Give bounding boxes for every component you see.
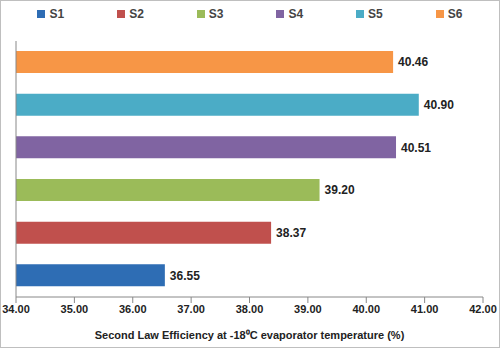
svg-text:39.20: 39.20 <box>325 183 355 197</box>
html-text:S2: S2 <box>129 7 144 21</box>
svg-text:35.00: 35.00 <box>61 303 89 315</box>
svg-text:37.00: 37.00 <box>177 303 205 315</box>
html-text:S4: S4 <box>288 7 304 21</box>
svg-text:34.00: 34.00 <box>2 303 30 315</box>
svg-text:36.55: 36.55 <box>170 269 200 283</box>
svg-text:40.00: 40.00 <box>352 303 380 315</box>
svg-text:41.00: 41.00 <box>411 303 439 315</box>
svg-text:36.00: 36.00 <box>119 303 147 315</box>
html-text:S5: S5 <box>368 7 383 21</box>
svg-text:42.00: 42.00 <box>469 303 497 315</box>
svg-text:40.90: 40.90 <box>424 98 454 112</box>
html-text:S1: S1 <box>49 7 65 21</box>
html-text:S3: S3 <box>208 7 224 21</box>
svg-text:40.46: 40.46 <box>398 55 428 69</box>
svg-text:Second Law Efficiency at -18⁰C: Second Law Efficiency at -18⁰C evaporato… <box>95 329 405 341</box>
svg-text:38.00: 38.00 <box>236 303 264 315</box>
html-text:S6: S6 <box>447 7 463 21</box>
svg-text:40.51: 40.51 <box>401 141 431 155</box>
svg-text:38.37: 38.37 <box>276 226 306 240</box>
svg-text:39.00: 39.00 <box>294 303 322 315</box>
